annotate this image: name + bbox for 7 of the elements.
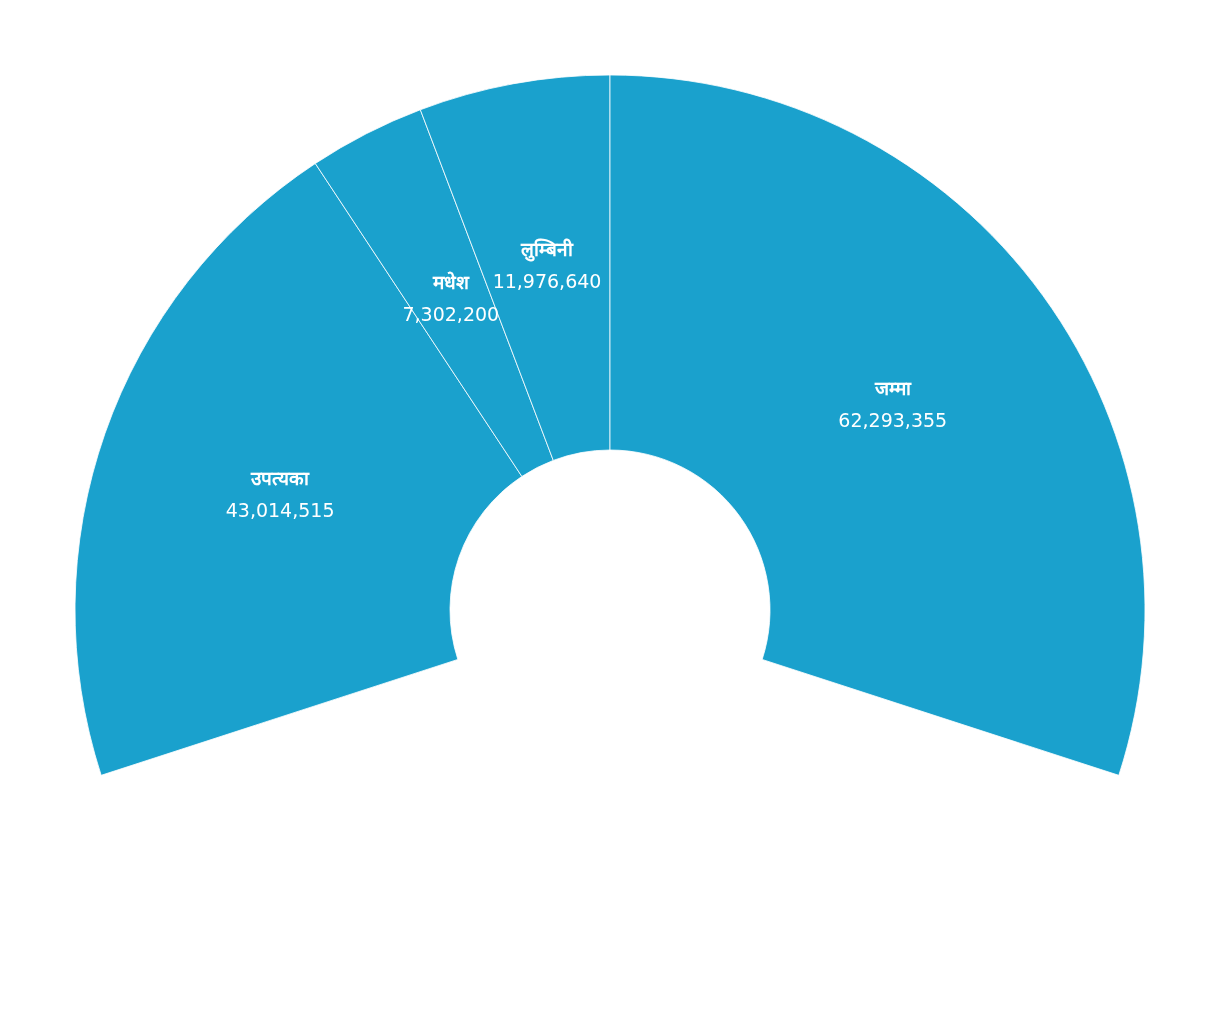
- slice-label: उपत्यका: [250, 466, 311, 489]
- slice-label: जम्मा: [873, 376, 912, 399]
- data-label: 11,976,640: [492, 270, 602, 293]
- slice-label: मधेश: [431, 270, 470, 293]
- data-label: 62,293,355: [838, 408, 948, 431]
- data-label: 43,014,515: [225, 498, 335, 521]
- slice-label: लुम्बिनी: [520, 238, 575, 263]
